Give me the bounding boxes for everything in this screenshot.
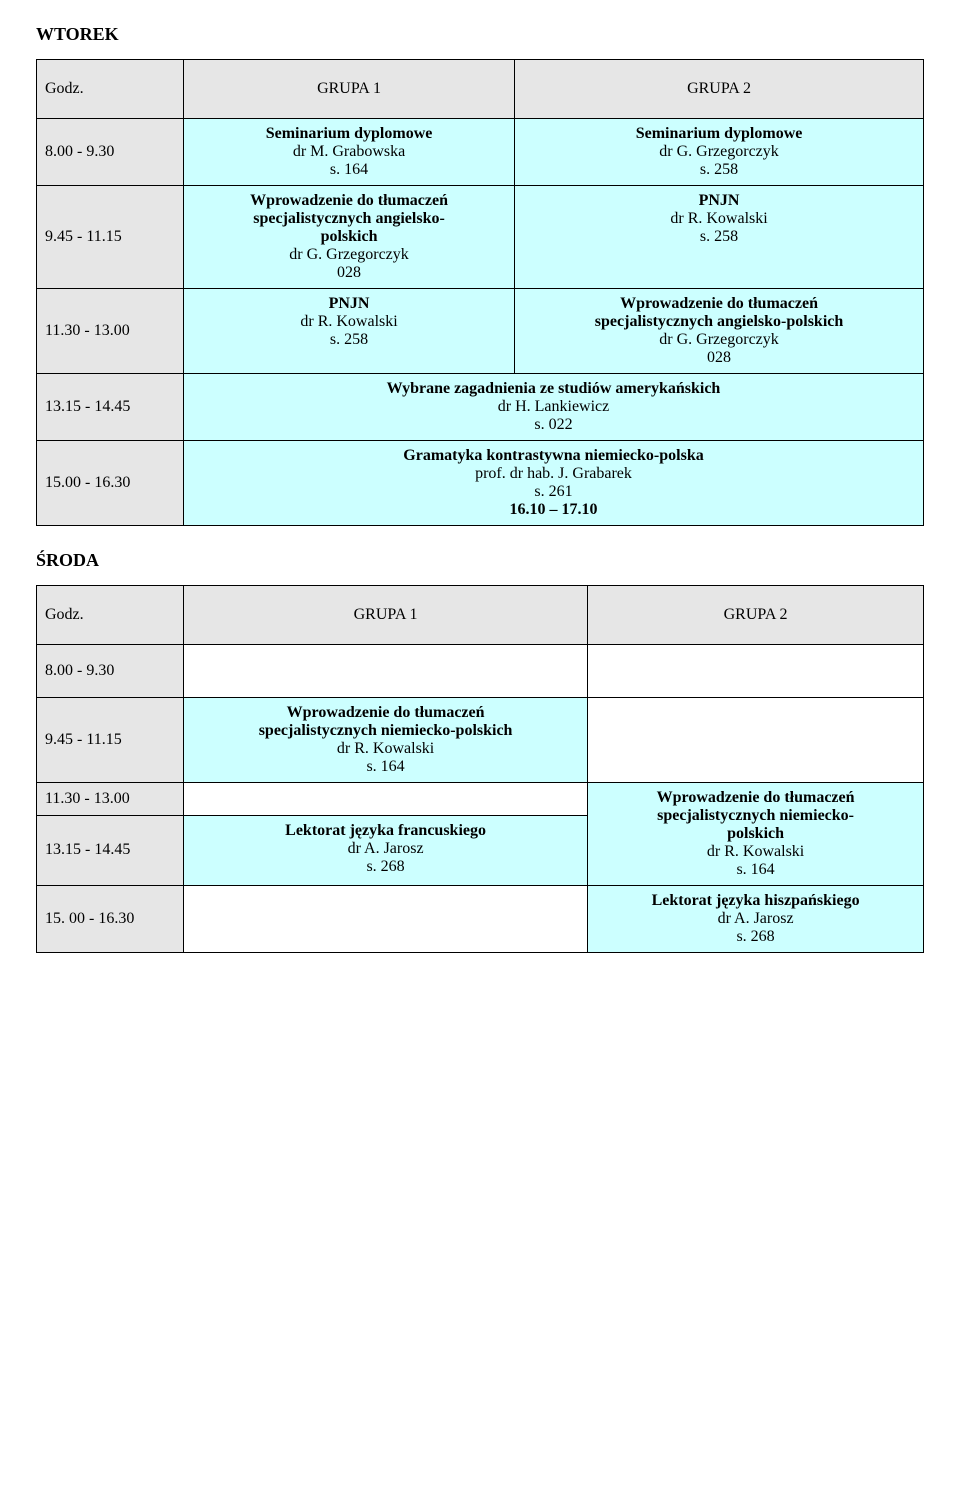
cell-text: s. 164 (192, 758, 579, 776)
cell-text: Gramatyka kontrastywna niemiecko-polska (192, 447, 915, 465)
cell-text: polskich (596, 825, 915, 843)
table-row: 8.00 - 9.30 Seminarium dyplomowe dr M. G… (37, 119, 924, 186)
cell-text: specjalistycznych niemiecko- (596, 807, 915, 825)
cell-g1: Lektorat języka francuskiego dr A. Jaros… (184, 815, 588, 885)
cell-text: dr G. Grzegorczyk (192, 246, 506, 264)
cell-text: dr R. Kowalski (523, 210, 915, 228)
cell-text: s. 258 (523, 161, 915, 179)
cell-text: Seminarium dyplomowe (523, 125, 915, 143)
table-row: 15. 00 - 16.30 Lektorat języka hiszpańsk… (37, 886, 924, 953)
cell-text: dr R. Kowalski (192, 313, 506, 331)
header-time: Godz. (37, 60, 184, 119)
time-cell: 8.00 - 9.30 (37, 119, 184, 186)
cell-text: Wprowadzenie do tłumaczeń (192, 192, 506, 210)
cell-g1: Wprowadzenie do tłumaczeń specjalistyczn… (184, 698, 588, 783)
cell-g1 (184, 886, 588, 953)
cell-text: s. 258 (192, 331, 506, 349)
cell-text: Lektorat języka francuskiego (192, 822, 579, 840)
cell-text: prof. dr hab. J. Grabarek (192, 465, 915, 483)
cell-merged: Wybrane zagadnienia ze studiów amerykańs… (184, 374, 924, 441)
cell-g2 (588, 698, 924, 783)
cell-text: specjalistycznych angielsko-polskich (523, 313, 915, 331)
cell-text: Wprowadzenie do tłumaczeń (596, 789, 915, 807)
day-heading-wtorek: WTOREK (36, 24, 924, 45)
cell-text: specjalistycznych niemiecko-polskich (192, 722, 579, 740)
time-cell: 11.30 - 13.00 (37, 289, 184, 374)
table-row: 8.00 - 9.30 (37, 645, 924, 698)
table-row: 15.00 - 16.30 Gramatyka kontrastywna nie… (37, 441, 924, 526)
header-group-1: GRUPA 1 (184, 60, 515, 119)
cell-text: s. 164 (192, 161, 506, 179)
header-group-2: GRUPA 2 (515, 60, 924, 119)
cell-text: dr M. Grabowska (192, 143, 506, 161)
header-group-2: GRUPA 2 (588, 586, 924, 645)
cell-text: s. 022 (192, 416, 915, 434)
cell-text: s. 258 (523, 228, 915, 246)
cell-text: Seminarium dyplomowe (192, 125, 506, 143)
cell-g2 (588, 645, 924, 698)
cell-merged: Gramatyka kontrastywna niemiecko-polska … (184, 441, 924, 526)
time-cell: 15.00 - 16.30 (37, 441, 184, 526)
cell-text: PNJN (523, 192, 915, 210)
time-cell: 11.30 - 13.00 (37, 783, 184, 816)
table-header-row: Godz. GRUPA 1 GRUPA 2 (37, 586, 924, 645)
cell-g2: Seminarium dyplomowe dr G. Grzegorczyk s… (515, 119, 924, 186)
cell-text: 16.10 – 17.10 (192, 501, 915, 519)
cell-text: specjalistycznych angielsko- (192, 210, 506, 228)
time-cell: 8.00 - 9.30 (37, 645, 184, 698)
cell-text: dr A. Jarosz (192, 840, 579, 858)
table-row: 9.45 - 11.15 Wprowadzenie do tłumaczeń s… (37, 186, 924, 289)
cell-text: 028 (192, 264, 506, 282)
table-header-row: Godz. GRUPA 1 GRUPA 2 (37, 60, 924, 119)
cell-text: s. 268 (192, 858, 579, 876)
time-cell: 9.45 - 11.15 (37, 186, 184, 289)
cell-text: s. 164 (596, 861, 915, 879)
cell-text: s. 268 (596, 928, 915, 946)
table-row: 9.45 - 11.15 Wprowadzenie do tłumaczeń s… (37, 698, 924, 783)
day-heading-sroda: ŚRODA (36, 550, 924, 571)
cell-text: Wprowadzenie do tłumaczeń (192, 704, 579, 722)
cell-text: Lektorat języka hiszpańskiego (596, 892, 915, 910)
cell-g1 (184, 783, 588, 816)
cell-g2: PNJN dr R. Kowalski s. 258 (515, 186, 924, 289)
time-cell: 13.15 - 14.45 (37, 815, 184, 885)
cell-g2: Wprowadzenie do tłumaczeń specjalistyczn… (588, 783, 924, 886)
table-row: 11.30 - 13.00 PNJN dr R. Kowalski s. 258… (37, 289, 924, 374)
time-cell: 15. 00 - 16.30 (37, 886, 184, 953)
cell-text: Wybrane zagadnienia ze studiów amerykańs… (192, 380, 915, 398)
table-row: 11.30 - 13.00 Wprowadzenie do tłumaczeń … (37, 783, 924, 816)
cell-g1: Seminarium dyplomowe dr M. Grabowska s. … (184, 119, 515, 186)
cell-text: Wprowadzenie do tłumaczeń (523, 295, 915, 313)
cell-text: dr R. Kowalski (596, 843, 915, 861)
cell-text: dr G. Grzegorczyk (523, 331, 915, 349)
cell-text: PNJN (192, 295, 506, 313)
schedule-table-wtorek: Godz. GRUPA 1 GRUPA 2 8.00 - 9.30 Semina… (36, 59, 924, 526)
cell-g1: Wprowadzenie do tłumaczeń specjalistyczn… (184, 186, 515, 289)
cell-g1 (184, 645, 588, 698)
cell-text: dr R. Kowalski (192, 740, 579, 758)
cell-text: s. 261 (192, 483, 915, 501)
header-time: Godz. (37, 586, 184, 645)
time-cell: 9.45 - 11.15 (37, 698, 184, 783)
table-row: 13.15 - 14.45 Wybrane zagadnienia ze stu… (37, 374, 924, 441)
cell-g2: Lektorat języka hiszpańskiego dr A. Jaro… (588, 886, 924, 953)
header-group-1: GRUPA 1 (184, 586, 588, 645)
time-cell: 13.15 - 14.45 (37, 374, 184, 441)
cell-g1: PNJN dr R. Kowalski s. 258 (184, 289, 515, 374)
cell-text: dr A. Jarosz (596, 910, 915, 928)
cell-text: 028 (523, 349, 915, 367)
cell-text: dr H. Lankiewicz (192, 398, 915, 416)
cell-g2: Wprowadzenie do tłumaczeń specjalistyczn… (515, 289, 924, 374)
schedule-table-sroda: Godz. GRUPA 1 GRUPA 2 8.00 - 9.30 9.45 -… (36, 585, 924, 953)
cell-text: polskich (192, 228, 506, 246)
cell-text: dr G. Grzegorczyk (523, 143, 915, 161)
